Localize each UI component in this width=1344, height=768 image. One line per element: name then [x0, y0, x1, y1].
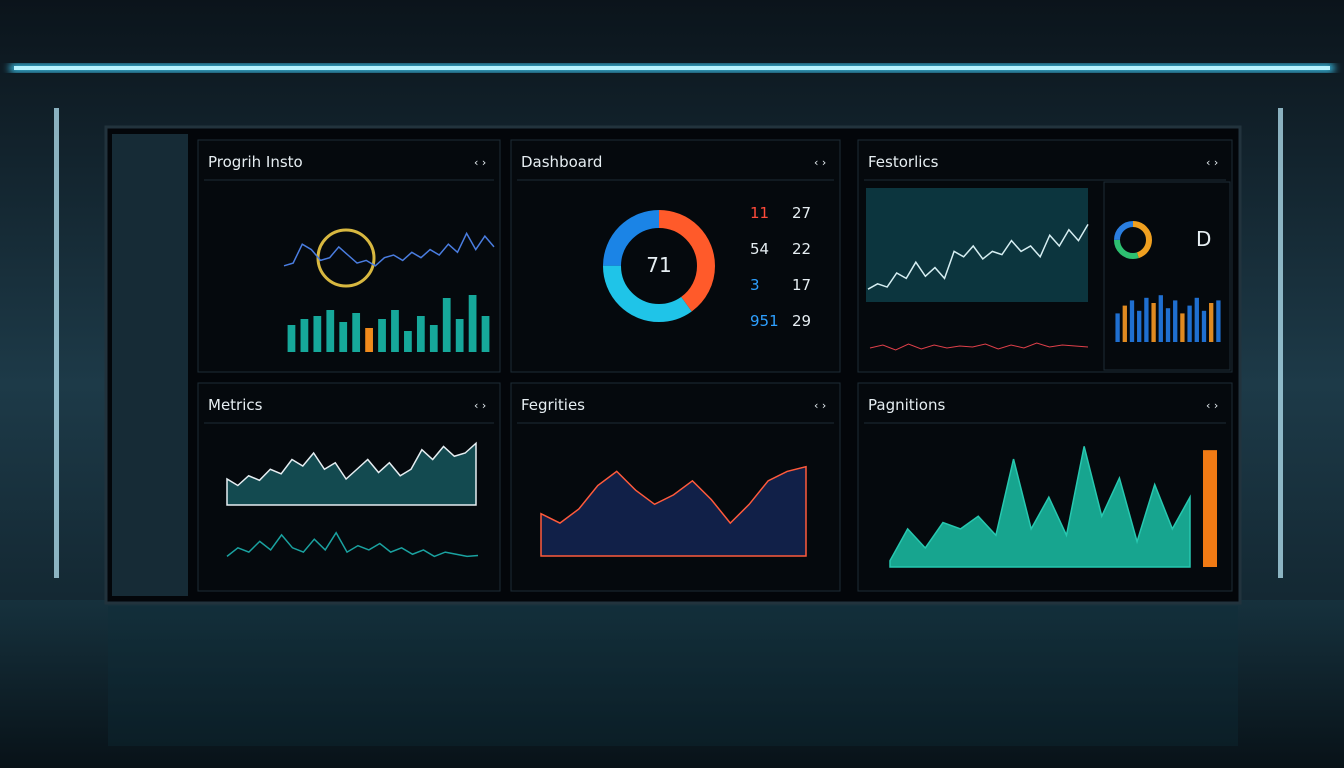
- panel-nav: ‹ ›: [474, 399, 486, 412]
- highlight-bar: [1203, 450, 1217, 567]
- wall-light: [54, 108, 59, 578]
- panel-title: Dashboard: [521, 153, 602, 171]
- charts: 71 11 27 54 22 3 17 951 29 D: [226, 181, 1231, 568]
- bar: [313, 316, 322, 352]
- line-series: [226, 531, 479, 558]
- bar: [416, 316, 425, 352]
- bar: [1129, 300, 1135, 342]
- panel-title: Fegrities: [521, 396, 585, 414]
- stat-value: 54: [750, 240, 769, 258]
- donut-segment: [1114, 221, 1152, 259]
- bar: [455, 319, 464, 352]
- bar: [1173, 300, 1178, 342]
- stat-value: 17: [792, 276, 811, 294]
- panel-nav: ‹ ›: [814, 156, 826, 169]
- panel-title: Metrics: [208, 396, 263, 414]
- panel: [510, 139, 841, 373]
- bar: [1216, 300, 1221, 342]
- panel-nav: ‹ ›: [1206, 156, 1218, 169]
- bar: [481, 316, 490, 352]
- bar: [1144, 297, 1149, 342]
- bar: [1194, 297, 1199, 342]
- panel-title: Progrih Insto: [208, 153, 303, 171]
- bar: [326, 310, 335, 352]
- bar: [300, 319, 309, 352]
- area-series: [540, 465, 807, 557]
- bar: [378, 319, 386, 352]
- line-series: [869, 342, 1089, 351]
- ceiling-light: [14, 66, 1330, 70]
- stat-value: 3: [750, 276, 760, 294]
- bar: [1158, 295, 1163, 342]
- bar: [391, 310, 399, 352]
- area-series: [889, 446, 1191, 568]
- panel-title: Festorlics: [868, 153, 939, 171]
- donut-segment: [603, 210, 715, 322]
- bar: [287, 325, 296, 352]
- big-letter: D: [1196, 227, 1211, 251]
- line-series: [867, 224, 1089, 290]
- bar: [1201, 310, 1207, 342]
- area-series: [226, 441, 477, 506]
- bar: [1180, 313, 1185, 342]
- bar: [442, 298, 451, 352]
- stat-value: 29: [792, 312, 811, 330]
- stat-value: 11: [750, 204, 769, 222]
- line-series: [283, 231, 495, 267]
- panel-nav: ‹ ›: [814, 399, 826, 412]
- bar: [1115, 313, 1120, 342]
- stat-value: 22: [792, 240, 811, 258]
- bar: [1209, 303, 1214, 342]
- bar: [429, 325, 438, 352]
- wall-light: [1278, 108, 1283, 578]
- sub-panel: [1103, 181, 1231, 371]
- stat-value: 951: [750, 312, 779, 330]
- bar: [1151, 303, 1156, 342]
- floor-reflection: [108, 606, 1238, 746]
- bar: [1122, 305, 1127, 342]
- donut-segment: [603, 210, 715, 322]
- panel-nav: ‹ ›: [1206, 399, 1218, 412]
- bar: [365, 328, 373, 352]
- stat-value: 27: [792, 204, 811, 222]
- floor: [0, 600, 1344, 768]
- donut-segment: [1114, 221, 1152, 259]
- bar: [1187, 305, 1192, 342]
- bar: [468, 295, 477, 352]
- screen-reflection: [112, 134, 188, 596]
- donut-label: 71: [646, 253, 671, 277]
- panel-nav: ‹ ›: [474, 156, 486, 169]
- bar: [1165, 308, 1171, 342]
- chart-bg: [866, 188, 1088, 302]
- panel-title: Pagnitions: [868, 396, 945, 414]
- bar: [352, 313, 361, 352]
- bar: [404, 331, 412, 352]
- bar: [1137, 310, 1142, 342]
- bar: [339, 322, 348, 352]
